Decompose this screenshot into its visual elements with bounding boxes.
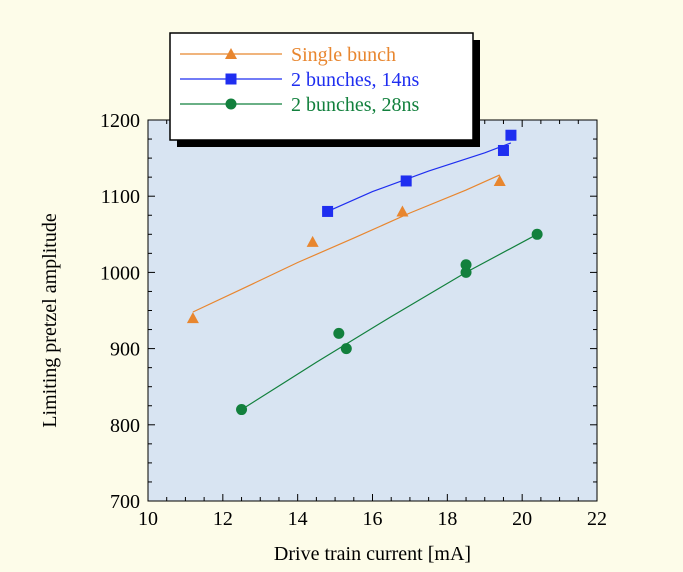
legend-box (169, 32, 474, 141)
y-tick-label: 1200 (100, 110, 140, 132)
x-tick-label: 20 (512, 508, 532, 530)
fit-lines (192, 142, 538, 411)
legend-marker-series-3 (225, 98, 237, 110)
data-markers (186, 129, 543, 416)
y-tick-label: 1100 (101, 186, 140, 208)
legend-marker-series-2 (225, 73, 237, 85)
x-tick-label: 12 (213, 508, 233, 530)
y-tick-label: 700 (110, 491, 140, 513)
data-point-series-3 (333, 327, 345, 339)
x-tick-label: 22 (587, 508, 607, 530)
x-axis-label: Drive train current [mA] (274, 543, 471, 565)
data-point-series-2 (322, 205, 334, 217)
legend-label-series-3: 2 bunches, 28ns (291, 94, 420, 116)
data-point-series-3 (236, 404, 248, 416)
x-tick-label: 10 (138, 508, 158, 530)
data-point-series-2 (400, 175, 412, 187)
y-tick-label: 1000 (100, 262, 140, 284)
legend: Single bunch 2 bunches, 14ns 2 bunches, 28… (169, 32, 480, 147)
data-point-series-3 (340, 343, 352, 355)
data-point-series-1 (186, 312, 199, 324)
data-point-series-3 (460, 266, 472, 278)
y-tick-label: 900 (110, 339, 140, 361)
data-point-series-1 (396, 205, 409, 217)
fit-line-series-2 (327, 142, 512, 212)
data-point-series-2 (505, 129, 517, 141)
x-tick-label: 18 (437, 508, 457, 530)
y-axis-label: Limiting pretzel amplitude (39, 213, 61, 428)
legend-label-series-1: Single bunch (291, 44, 396, 66)
fit-line-series-3 (241, 233, 538, 411)
data-point-series-1 (306, 235, 319, 247)
legend-label-series-2: 2 bunches, 14ns (291, 69, 420, 91)
x-tick-label: 14 (288, 508, 308, 530)
x-tick-label: 16 (363, 508, 383, 530)
data-point-series-3 (531, 228, 543, 240)
axes: 10 12 14 16 18 20 22 700 800 900 1000 1100 1200 (100, 110, 607, 530)
data-point-series-3 (460, 259, 472, 271)
fit-line-series-1 (192, 174, 500, 313)
data-point-series-2 (497, 144, 509, 156)
y-tick-label: 800 (110, 415, 140, 437)
legend-marker-series-1 (225, 48, 237, 59)
plot-area (148, 120, 597, 501)
data-point-series-1 (493, 174, 506, 186)
